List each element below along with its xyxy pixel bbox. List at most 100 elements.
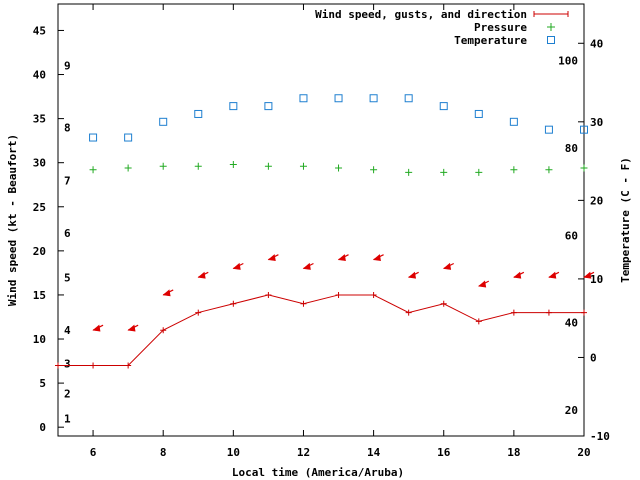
temperature-point (544, 125, 553, 134)
y-right-tick-label: 10 (590, 273, 603, 286)
temperature-point (474, 109, 483, 118)
temperature-point (89, 133, 98, 142)
temperature-point (229, 102, 238, 111)
beaufort-label: 5 (64, 271, 71, 284)
x-tick-label: 10 (227, 446, 240, 459)
wind-speed-point (545, 309, 552, 316)
temperature-point (159, 117, 168, 126)
wind-speed-point (265, 291, 272, 298)
wind-direction-arrowhead (162, 289, 171, 297)
pressure-point (335, 164, 343, 172)
wind-speed-point (335, 291, 342, 298)
temperature-point (194, 109, 203, 118)
beaufort-label: 9 (64, 60, 71, 73)
wind-speed-point (510, 309, 517, 316)
wind-direction-arrowhead (197, 271, 206, 279)
wind-speed-line (58, 294, 584, 366)
legend-label-temperature: Temperature (454, 34, 527, 47)
temperature-point (369, 94, 378, 103)
legend-label-pressure: Pressure (474, 21, 527, 34)
axis-ticks (58, 4, 585, 437)
legend-swatch-temperature (547, 36, 555, 44)
beaufort-label: 2 (64, 388, 71, 401)
pressure-point (124, 164, 132, 172)
wind-direction-arrowhead (302, 262, 311, 270)
y-left-tick-label: 15 (33, 289, 46, 302)
legend: Wind speed, gusts, and direction Pressur… (315, 8, 569, 47)
pressure-point (299, 162, 307, 170)
wind-speed-point (475, 318, 482, 325)
wind-speed-point (300, 300, 307, 307)
wind-speed-point (90, 362, 97, 369)
wind-direction-arrowhead (127, 324, 136, 332)
temperature-point (299, 94, 308, 103)
y-right-tick-label: 30 (590, 116, 603, 129)
pressure-point (89, 166, 97, 174)
temperature-point (124, 133, 133, 142)
fahrenheit-label: 100 (558, 55, 578, 68)
fahrenheit-label: 80 (565, 142, 578, 155)
wind-direction-arrowhead (548, 271, 557, 279)
y-left-tick-label: 5 (39, 377, 46, 390)
wind-speed-point (125, 362, 132, 369)
wind-speed-point (405, 309, 412, 316)
y-right-tick-label: 40 (590, 37, 603, 50)
y-left-tick-label: 40 (33, 69, 46, 82)
wind-direction-arrowhead (583, 271, 592, 279)
pressure-point (194, 162, 202, 170)
wind-direction-arrowhead (513, 271, 522, 279)
wind-direction-arrowhead (232, 262, 241, 270)
wind-speed-point (440, 300, 447, 307)
pressure-point (229, 160, 237, 168)
wind-speed-point (581, 309, 587, 316)
chart-marks (55, 94, 595, 369)
fahrenheit-label: 40 (565, 317, 578, 330)
wind-speed-point (230, 300, 237, 307)
beaufort-label: 1 (64, 412, 71, 425)
beaufort-label: 3 (64, 358, 71, 371)
x-tick-label: 18 (507, 446, 520, 459)
wind-speed-point (195, 309, 202, 316)
y-left-tick-label: 30 (33, 157, 46, 170)
wind-speed-point (160, 327, 167, 334)
y-left-tick-label: 20 (33, 245, 46, 258)
wind-direction-arrowhead (337, 254, 346, 262)
temperature-point (404, 94, 413, 103)
wind-direction-arrowhead (443, 262, 452, 270)
y-left-axis-title: Wind speed (kt - Beaufort) (6, 134, 19, 306)
x-tick-label: 8 (160, 446, 167, 459)
temperature-point (439, 102, 448, 111)
x-axis-title: Local time (America/Aruba) (232, 466, 404, 479)
legend-label-wind: Wind speed, gusts, and direction (315, 8, 527, 21)
pressure-point (264, 162, 272, 170)
fahrenheit-label: 20 (565, 404, 578, 417)
pressure-point (159, 162, 167, 170)
temperature-point (509, 117, 518, 126)
beaufort-label: 4 (64, 324, 71, 337)
wind-speed-point (370, 291, 377, 298)
temperature-point (334, 94, 343, 103)
x-tick-label: 16 (437, 446, 451, 459)
fahrenheit-label: 60 (565, 229, 578, 242)
y-left-tick-label: 25 (33, 201, 46, 214)
x-tick-label: 14 (367, 446, 381, 459)
beaufort-label: 6 (64, 227, 71, 240)
pressure-point (405, 168, 413, 176)
plot-frame (57, 3, 585, 437)
pressure-point (545, 166, 553, 174)
wind-direction-arrowhead (372, 254, 381, 262)
wind-direction-arrowhead (92, 324, 101, 332)
y-right-tick-label: -10 (590, 430, 610, 443)
beaufort-label: 8 (64, 121, 71, 134)
x-tick-label: 6 (90, 446, 97, 459)
pressure-point (475, 168, 483, 176)
beaufort-label: 7 (64, 174, 71, 187)
x-tick-label: 20 (577, 446, 590, 459)
y-right-axis-title: Temperature (C - F) (619, 157, 632, 283)
wind-direction-arrowhead (267, 254, 276, 262)
temperature-point (580, 125, 588, 134)
pressure-point (370, 166, 378, 174)
y-left-tick-label: 45 (33, 24, 46, 37)
pressure-point (580, 164, 588, 172)
